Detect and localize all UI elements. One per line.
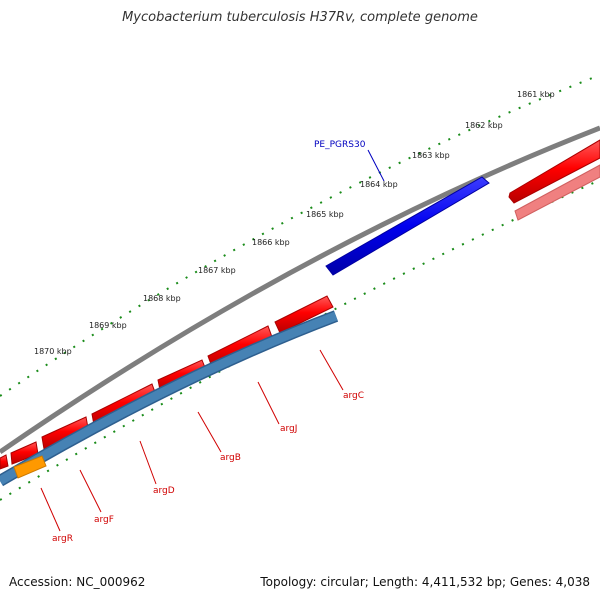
gene-label-argD[interactable]: argD: [153, 486, 175, 496]
genome-summary-text: Topology: circular; Length: 4,411,532 bp…: [260, 575, 590, 589]
ruler-label: 1864 kbp: [360, 180, 398, 189]
gene-label-argJ[interactable]: argJ: [280, 424, 297, 434]
ruler-label: 1866 kbp: [252, 238, 290, 247]
gene-arg-orange[interactable]: [13, 455, 47, 479]
pe-pgrs30-label[interactable]: PE_PGRS30: [314, 140, 366, 150]
gene-label-argC[interactable]: argC: [343, 391, 364, 401]
map-title: Mycobacterium tuberculosis H37Rv, comple…: [122, 10, 478, 25]
ruler-label: 1869 kbp: [89, 321, 127, 330]
argC-leader: [319, 349, 344, 391]
ruler-label: 1868 kbp: [143, 294, 181, 303]
gene-label-argF[interactable]: argF: [94, 515, 114, 525]
gene-pe-pgrs30[interactable]: [325, 176, 490, 276]
gene-label-argB[interactable]: argB: [220, 453, 241, 463]
gene-forward-right[interactable]: [508, 139, 600, 204]
argF-leader: [79, 469, 102, 513]
ruler-label: 1867 kbp: [198, 266, 236, 275]
ruler-label: 1870 kbp: [34, 347, 72, 356]
argB-leader: [197, 411, 222, 453]
gene-reverse-strand-fill: [0, 311, 338, 485]
pe-pgrs30-leader: [367, 149, 385, 182]
gene-forward[interactable]: [0, 454, 9, 470]
ruler-label: 1865 kbp: [306, 210, 344, 219]
ruler-label: 1862 kbp: [465, 121, 503, 130]
argR-leader: [40, 487, 61, 532]
ruler-label: 1863 kbp: [412, 151, 450, 160]
ruler-label: 1861 kbp: [517, 90, 555, 99]
genome-backbone: [0, 125, 600, 455]
outer-ruler-ticks: [0, 74, 600, 397]
argJ-leader: [257, 381, 280, 425]
argD-leader: [139, 440, 157, 485]
gene-pale-right[interactable]: [514, 164, 600, 221]
gene-forward[interactable]: [274, 295, 334, 334]
inner-ruler-ticks: [0, 179, 600, 501]
gene-label-argR[interactable]: argR: [52, 534, 73, 544]
accession-text: Accession: NC_000962: [9, 575, 146, 589]
